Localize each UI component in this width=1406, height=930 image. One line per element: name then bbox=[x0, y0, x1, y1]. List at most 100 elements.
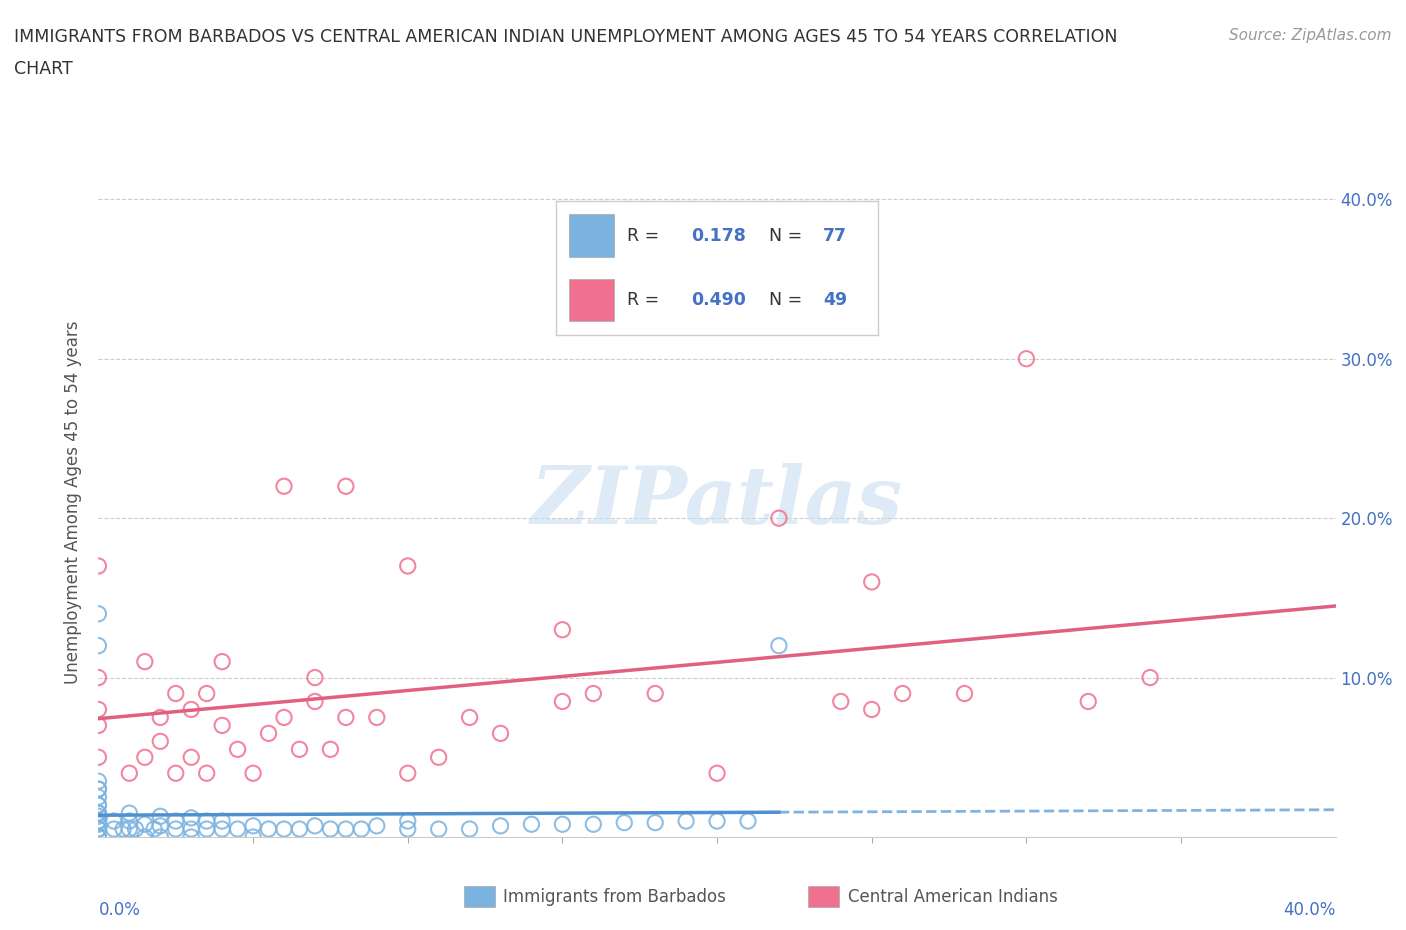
Point bbox=[87, 750, 110, 764]
Point bbox=[134, 830, 156, 844]
Point bbox=[211, 718, 233, 733]
Point bbox=[149, 830, 172, 844]
Point bbox=[87, 830, 110, 844]
Point bbox=[396, 814, 419, 829]
Text: ZIPatlas: ZIPatlas bbox=[531, 463, 903, 541]
Point bbox=[226, 821, 249, 836]
Text: 0.0%: 0.0% bbox=[98, 901, 141, 919]
Point bbox=[319, 821, 342, 836]
Point bbox=[396, 559, 419, 574]
Point bbox=[551, 694, 574, 709]
Point bbox=[489, 818, 512, 833]
Point bbox=[257, 726, 280, 741]
Text: Source: ZipAtlas.com: Source: ZipAtlas.com bbox=[1229, 28, 1392, 43]
Point bbox=[737, 814, 759, 829]
Point bbox=[257, 821, 280, 836]
Point bbox=[143, 821, 166, 836]
Point bbox=[87, 790, 110, 804]
Point bbox=[211, 821, 233, 836]
Point bbox=[304, 818, 326, 833]
Point bbox=[489, 726, 512, 741]
Point bbox=[706, 765, 728, 780]
Point bbox=[87, 702, 110, 717]
Text: CHART: CHART bbox=[14, 60, 73, 78]
Point bbox=[87, 774, 110, 789]
Point bbox=[124, 821, 146, 836]
Point bbox=[860, 575, 883, 590]
Point bbox=[768, 638, 790, 653]
Point bbox=[149, 710, 172, 724]
Point bbox=[211, 814, 233, 829]
Text: Immigrants from Barbados: Immigrants from Barbados bbox=[503, 887, 727, 906]
Point bbox=[396, 821, 419, 836]
Point bbox=[458, 821, 481, 836]
Point bbox=[319, 742, 342, 757]
Point bbox=[675, 814, 697, 829]
Point bbox=[953, 686, 976, 701]
Point bbox=[134, 750, 156, 764]
Text: Central American Indians: Central American Indians bbox=[848, 887, 1057, 906]
Point bbox=[551, 817, 574, 831]
Point bbox=[195, 686, 218, 701]
Y-axis label: Unemployment Among Ages 45 to 54 years: Unemployment Among Ages 45 to 54 years bbox=[65, 321, 83, 684]
Point bbox=[891, 686, 914, 701]
Point bbox=[242, 765, 264, 780]
Point bbox=[87, 805, 110, 820]
Point bbox=[458, 710, 481, 724]
Point bbox=[1015, 352, 1038, 366]
Point bbox=[118, 814, 141, 829]
Point bbox=[87, 830, 110, 844]
Point bbox=[195, 814, 218, 829]
Point bbox=[180, 750, 202, 764]
Point bbox=[427, 750, 450, 764]
Point bbox=[118, 805, 141, 820]
Point bbox=[87, 814, 110, 829]
Point bbox=[87, 798, 110, 813]
Point bbox=[304, 671, 326, 685]
Point bbox=[644, 816, 666, 830]
Point bbox=[165, 765, 187, 780]
Point bbox=[1077, 694, 1099, 709]
Point bbox=[195, 765, 218, 780]
Point bbox=[165, 814, 187, 829]
Point bbox=[644, 686, 666, 701]
Point bbox=[134, 654, 156, 669]
Point bbox=[87, 805, 110, 820]
Point bbox=[165, 821, 187, 836]
Point bbox=[103, 814, 125, 829]
Point bbox=[273, 479, 295, 494]
Text: 40.0%: 40.0% bbox=[1284, 901, 1336, 919]
Point bbox=[180, 810, 202, 825]
Point bbox=[149, 818, 172, 833]
Point bbox=[226, 742, 249, 757]
Point bbox=[288, 742, 311, 757]
Point bbox=[180, 702, 202, 717]
Text: IMMIGRANTS FROM BARBADOS VS CENTRAL AMERICAN INDIAN UNEMPLOYMENT AMONG AGES 45 T: IMMIGRANTS FROM BARBADOS VS CENTRAL AMER… bbox=[14, 28, 1118, 46]
Point bbox=[242, 818, 264, 833]
Point bbox=[242, 830, 264, 844]
Point bbox=[366, 818, 388, 833]
Point bbox=[87, 671, 110, 685]
Point bbox=[335, 710, 357, 724]
Point bbox=[87, 814, 110, 829]
Point bbox=[273, 821, 295, 836]
Point bbox=[118, 765, 141, 780]
Point bbox=[149, 809, 172, 824]
Point bbox=[112, 821, 135, 836]
Point bbox=[211, 654, 233, 669]
Point bbox=[396, 765, 419, 780]
Point bbox=[335, 821, 357, 836]
Point bbox=[195, 821, 218, 836]
Point bbox=[288, 821, 311, 836]
Point bbox=[768, 511, 790, 525]
Point bbox=[87, 559, 110, 574]
Point bbox=[87, 821, 110, 836]
Point bbox=[520, 817, 543, 831]
Point bbox=[87, 798, 110, 813]
Point bbox=[87, 638, 110, 653]
Point bbox=[582, 817, 605, 831]
Point bbox=[149, 734, 172, 749]
Point bbox=[87, 809, 110, 824]
Point bbox=[118, 821, 141, 836]
Point bbox=[860, 702, 883, 717]
